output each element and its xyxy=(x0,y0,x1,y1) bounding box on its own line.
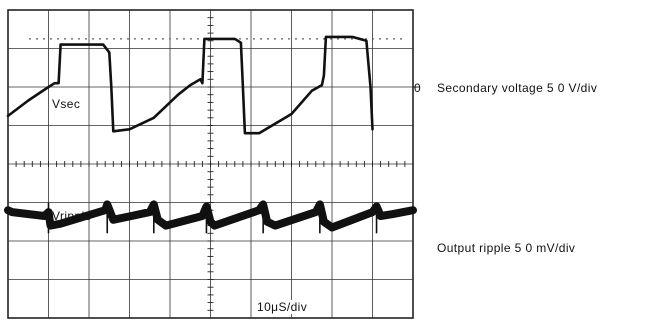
cursor-dot xyxy=(260,37,262,40)
vsec-trace xyxy=(6,35,374,135)
cursor-dot xyxy=(288,37,290,40)
vsec-trace-label: Vsec xyxy=(52,97,81,111)
cursor-dot xyxy=(141,37,143,40)
vripple-trace xyxy=(4,200,417,232)
cursor-dot xyxy=(85,37,87,40)
cursor-dot xyxy=(155,37,157,40)
cursor-dot xyxy=(64,37,66,40)
cursor-dot xyxy=(386,37,388,40)
cursor-dot xyxy=(78,37,80,40)
cursor-dot xyxy=(190,37,192,40)
cursor-dot xyxy=(351,37,353,40)
cursor-dot xyxy=(106,37,108,40)
cursor-dot xyxy=(71,37,73,40)
cursor-dot xyxy=(295,37,297,40)
output-ripple-label: Output ripple 5 0 mV/div xyxy=(437,241,576,255)
cursor-dot xyxy=(267,37,269,40)
cursor-dot xyxy=(29,37,31,40)
cursor-dot xyxy=(274,37,276,40)
cursor-dot xyxy=(309,37,311,40)
timebase-label: 10μS/div xyxy=(254,300,311,314)
secondary-voltage-label: Secondary voltage 5 0 V/div xyxy=(437,81,598,95)
cursor-dots xyxy=(29,37,402,40)
cursor-dot xyxy=(92,37,94,40)
cursor-dot xyxy=(281,37,283,40)
cursor-dot xyxy=(120,37,122,40)
cursor-dot xyxy=(344,37,346,40)
cursor-dot xyxy=(316,37,318,40)
cursor-dot xyxy=(36,37,38,40)
cursor-dot xyxy=(169,37,171,40)
cursor-dot xyxy=(379,37,381,40)
trace-layer xyxy=(4,35,417,234)
cursor-dot xyxy=(253,37,255,40)
cursor-dot xyxy=(239,37,241,40)
cursor-dot xyxy=(323,37,325,40)
cursor-dot xyxy=(246,37,248,40)
cursor-dot xyxy=(400,37,402,40)
cursor-dot xyxy=(57,37,59,40)
vripple-trace-label: Vripple xyxy=(52,209,92,223)
cursor-dot xyxy=(337,37,339,40)
zero-marker-label: 0 xyxy=(414,81,422,95)
cursor-dot xyxy=(127,37,129,40)
cursor-dot xyxy=(134,37,136,40)
cursor-dot xyxy=(99,37,101,40)
cursor-dot xyxy=(176,37,178,40)
cursor-dot xyxy=(50,37,52,40)
cursor-dot xyxy=(113,37,115,40)
cursor-dot xyxy=(302,37,304,40)
cursor-dot xyxy=(330,37,332,40)
cursor-dot xyxy=(183,37,185,40)
cursor-dot xyxy=(148,37,150,40)
cursor-dot xyxy=(43,37,45,40)
cursor-dot xyxy=(162,37,164,40)
cursor-dot xyxy=(372,37,374,40)
graticule-grid xyxy=(7,9,419,319)
cursor-dot xyxy=(393,37,395,40)
cursor-dot xyxy=(197,37,199,40)
